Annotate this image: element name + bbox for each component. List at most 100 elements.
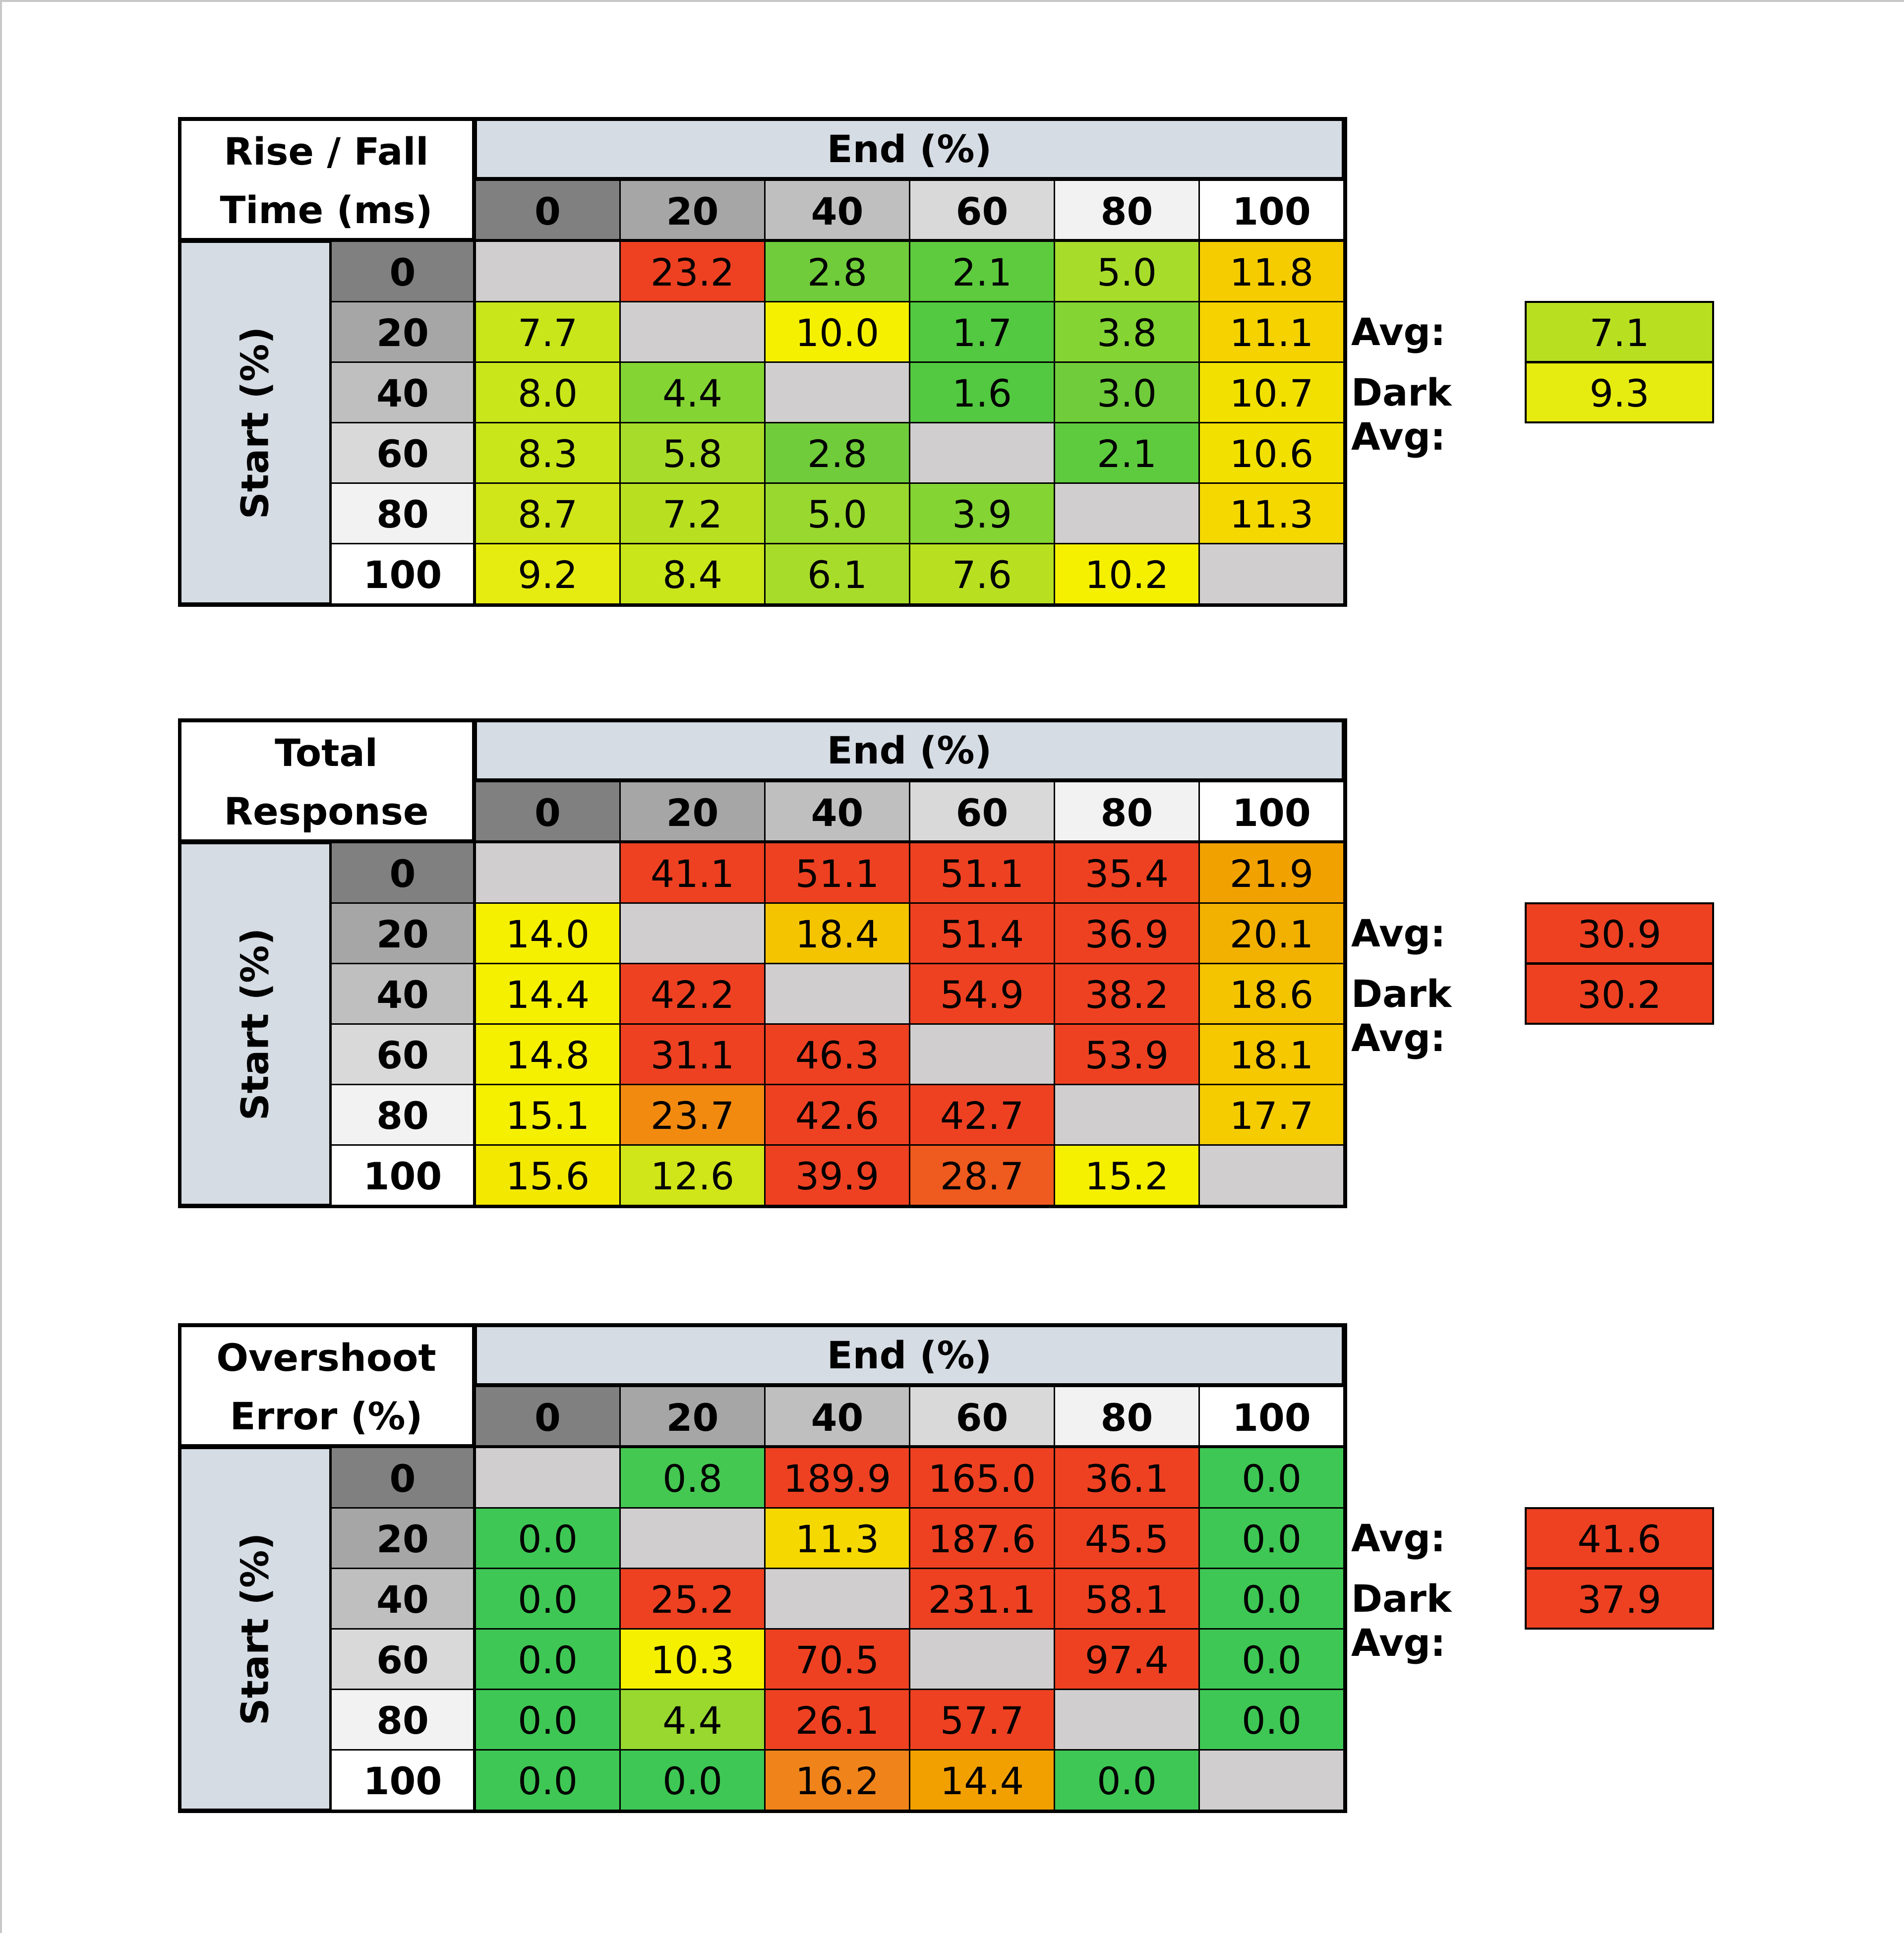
heatmap-cell-empty bbox=[475, 1447, 621, 1509]
heatmap-cell: 5.8 bbox=[619, 422, 766, 484]
heatmap-cell: 7.6 bbox=[909, 543, 1055, 605]
row-header-level: 60 bbox=[330, 422, 475, 484]
heatmap-cell: 21.9 bbox=[1198, 842, 1345, 904]
dark-avg-value: 9.3 bbox=[1525, 361, 1714, 423]
row-header-level: 80 bbox=[330, 482, 475, 544]
heatmap-cell-empty bbox=[764, 963, 910, 1025]
table-title-line1: Total Response bbox=[224, 731, 429, 833]
avg-value: 30.9 bbox=[1525, 902, 1714, 964]
heatmap-cell-empty bbox=[909, 1023, 1055, 1085]
start-axis-header: Start (%) bbox=[178, 240, 332, 605]
dark-avg-label: Dark Avg: bbox=[1351, 1577, 1452, 1665]
row-header-level: 40 bbox=[330, 361, 475, 423]
heatmap-cell: 18.6 bbox=[1198, 963, 1345, 1025]
end-axis-header: End (%) bbox=[475, 118, 1344, 179]
heatmap-cell: 10.0 bbox=[764, 301, 910, 363]
heatmap-cell: 41.1 bbox=[619, 842, 766, 904]
heatmap-cell: 14.0 bbox=[475, 902, 621, 964]
heatmap-cell: 189.9 bbox=[764, 1447, 910, 1509]
start-axis-label: Start (%) bbox=[233, 928, 277, 1120]
column-header-level: 0 bbox=[475, 179, 621, 241]
row-header-level: 100 bbox=[330, 1144, 475, 1206]
heatmap-cell: 14.4 bbox=[909, 1749, 1055, 1811]
heatmap-cell: 28.7 bbox=[909, 1144, 1055, 1206]
heatmap-cell-empty bbox=[619, 902, 766, 964]
table-title-line1: Rise / Fall bbox=[224, 129, 429, 174]
heatmap-cell: 6.1 bbox=[764, 543, 910, 605]
heatmap-cell: 0.0 bbox=[475, 1507, 621, 1569]
row-header-level: 40 bbox=[330, 1568, 475, 1630]
heatmap-cell: 4.4 bbox=[619, 1689, 766, 1751]
heatmap-cell: 36.9 bbox=[1054, 902, 1200, 964]
heatmap-cell: 0.8 bbox=[619, 1447, 766, 1509]
row-header-level: 100 bbox=[330, 543, 475, 605]
heatmap-cell-empty bbox=[1198, 543, 1345, 605]
heatmap-cell: 25.2 bbox=[619, 1568, 766, 1630]
heatmap-cell: 97.4 bbox=[1054, 1628, 1200, 1690]
column-header-level: 0 bbox=[475, 781, 621, 843]
column-header-level: 40 bbox=[764, 781, 910, 843]
heatmap-cell: 2.8 bbox=[764, 240, 910, 302]
row-header-level: 20 bbox=[330, 1507, 475, 1569]
table-divider bbox=[178, 239, 1343, 242]
column-header-level: 0 bbox=[475, 1386, 621, 1448]
heatmap-cell: 0.0 bbox=[619, 1749, 766, 1811]
heatmap-cell: 36.1 bbox=[1054, 1447, 1200, 1509]
heatmap-cell-empty bbox=[1054, 1689, 1200, 1751]
table-divider bbox=[473, 720, 476, 1205]
dark-avg-label: Dark Avg: bbox=[1351, 972, 1452, 1060]
start-axis-header: Start (%) bbox=[178, 842, 332, 1206]
heatmap-cell: 26.1 bbox=[764, 1689, 910, 1751]
heatmap-cell: 7.7 bbox=[475, 301, 621, 363]
heatmap-cell: 8.3 bbox=[475, 422, 621, 484]
heatmap-cell: 23.7 bbox=[619, 1084, 766, 1146]
row-header-level: 100 bbox=[330, 1749, 475, 1811]
table-title: Total ResponseTime (ms) bbox=[178, 720, 475, 892]
heatmap-cell: 70.5 bbox=[764, 1628, 910, 1690]
table-divider bbox=[178, 1445, 1343, 1448]
heatmap-cell: 45.5 bbox=[1054, 1507, 1200, 1569]
column-header-level: 20 bbox=[619, 781, 766, 843]
column-header-level: 20 bbox=[619, 1386, 766, 1448]
row-header-level: 60 bbox=[330, 1023, 475, 1085]
row-header-level: 60 bbox=[330, 1628, 475, 1690]
heatmap-cell: 3.8 bbox=[1054, 301, 1200, 363]
dark-avg-value: 37.9 bbox=[1525, 1568, 1714, 1630]
heatmap-cell: 2.1 bbox=[1054, 422, 1200, 484]
table-divider bbox=[178, 840, 1343, 843]
heatmap-cell-empty bbox=[475, 842, 621, 904]
column-header-level: 80 bbox=[1054, 179, 1200, 241]
heatmap-cell: 14.8 bbox=[475, 1023, 621, 1085]
column-header-level: 40 bbox=[764, 1386, 910, 1448]
heatmap-cell: 51.1 bbox=[909, 842, 1055, 904]
heatmap-cell: 46.3 bbox=[764, 1023, 910, 1085]
heatmap-cell: 0.0 bbox=[1198, 1689, 1345, 1751]
dark-avg-value: 30.2 bbox=[1525, 963, 1714, 1025]
heatmap-cell: 51.4 bbox=[909, 902, 1055, 964]
end-axis-header: End (%) bbox=[475, 720, 1344, 781]
end-axis-header: End (%) bbox=[475, 1325, 1344, 1386]
heatmap-cell: 2.1 bbox=[909, 240, 1055, 302]
heatmap-cell: 8.7 bbox=[475, 482, 621, 544]
dark-avg-label: Dark Avg: bbox=[1351, 370, 1452, 459]
heatmap-cell: 0.0 bbox=[1198, 1447, 1345, 1509]
heatmap-cell: 0.0 bbox=[475, 1689, 621, 1751]
heatmap-cell: 5.0 bbox=[764, 482, 910, 544]
column-header-level: 40 bbox=[764, 179, 910, 241]
heatmap-cell: 1.6 bbox=[909, 361, 1055, 423]
column-header-level: 100 bbox=[1198, 1386, 1345, 1448]
table-title-line2: Time (ms) bbox=[220, 188, 433, 232]
avg-label: Avg: bbox=[1351, 911, 1446, 955]
heatmap-cell: 0.0 bbox=[1198, 1507, 1345, 1569]
heatmap-cell-empty bbox=[909, 422, 1055, 484]
heatmap-cell: 20.1 bbox=[1198, 902, 1345, 964]
table-title: Overshoot Error (%) bbox=[178, 1325, 475, 1447]
heatmap-cell-empty bbox=[1054, 482, 1200, 544]
table-title: Rise / Fall Time (ms) bbox=[178, 118, 475, 240]
heatmap-cell: 15.1 bbox=[475, 1084, 621, 1146]
heatmap-cell: 3.9 bbox=[909, 482, 1055, 544]
row-header-level: 40 bbox=[330, 963, 475, 1025]
column-header-level: 60 bbox=[909, 179, 1055, 241]
heatmap-cell: 18.4 bbox=[764, 902, 910, 964]
table-divider bbox=[473, 118, 476, 603]
